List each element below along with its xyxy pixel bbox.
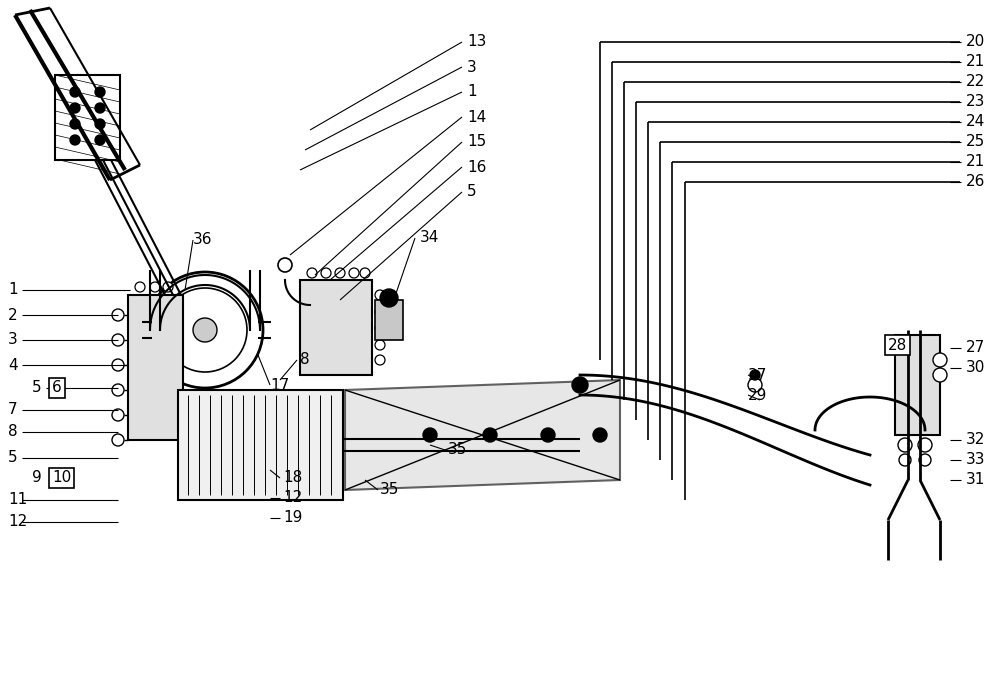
Text: 21: 21 [966, 154, 985, 169]
Text: 29: 29 [748, 388, 767, 403]
Circle shape [349, 268, 359, 278]
Text: 12: 12 [283, 490, 302, 505]
Circle shape [748, 378, 762, 392]
Circle shape [593, 428, 607, 442]
Circle shape [919, 454, 931, 466]
Circle shape [375, 307, 385, 317]
Circle shape [150, 282, 160, 292]
Circle shape [193, 318, 217, 342]
Circle shape [321, 268, 331, 278]
Text: 26: 26 [966, 175, 985, 190]
Text: 22: 22 [966, 75, 985, 90]
Text: 30: 30 [966, 360, 985, 375]
Text: 8: 8 [300, 352, 310, 367]
Circle shape [483, 428, 497, 442]
Circle shape [135, 282, 145, 292]
Text: 25: 25 [966, 135, 985, 150]
Circle shape [335, 268, 345, 278]
Text: 36: 36 [193, 233, 212, 248]
Circle shape [95, 119, 105, 129]
Circle shape [112, 334, 124, 346]
Circle shape [380, 289, 398, 307]
Circle shape [112, 309, 124, 321]
Text: 34: 34 [420, 231, 439, 245]
Text: 3: 3 [8, 333, 18, 347]
Text: 37: 37 [748, 367, 767, 382]
Circle shape [375, 323, 385, 333]
Text: 16: 16 [467, 160, 486, 175]
Text: 17: 17 [270, 377, 289, 392]
Text: 5: 5 [467, 184, 477, 199]
Circle shape [750, 370, 760, 380]
Bar [300, 280, 372, 375]
Circle shape [95, 135, 105, 145]
Circle shape [918, 438, 932, 452]
Circle shape [375, 355, 385, 365]
Polygon shape [55, 75, 120, 160]
Circle shape [933, 368, 947, 382]
Bar [178, 390, 343, 500]
Circle shape [112, 409, 124, 421]
Circle shape [112, 359, 124, 371]
Text: 33: 33 [966, 452, 986, 468]
Circle shape [70, 87, 80, 97]
Text: 5: 5 [32, 381, 42, 396]
Circle shape [112, 434, 124, 446]
Text: 35: 35 [380, 483, 399, 498]
Circle shape [360, 268, 370, 278]
Polygon shape [345, 380, 620, 490]
Text: 12: 12 [8, 515, 27, 530]
Text: 21: 21 [966, 54, 985, 69]
Text: 23: 23 [966, 95, 985, 109]
Circle shape [278, 258, 292, 272]
Text: 10: 10 [52, 471, 71, 486]
Text: 2: 2 [8, 307, 18, 322]
Text: 31: 31 [966, 473, 985, 488]
Circle shape [70, 135, 80, 145]
Text: 15: 15 [467, 135, 486, 150]
Circle shape [933, 353, 947, 367]
Text: 6: 6 [52, 381, 62, 396]
Text: 4: 4 [8, 358, 18, 373]
Bar [375, 300, 403, 340]
Circle shape [112, 384, 124, 396]
Text: 35: 35 [448, 443, 467, 458]
Bar [128, 295, 183, 440]
Circle shape [163, 282, 173, 292]
Text: 27: 27 [966, 341, 985, 356]
Circle shape [70, 119, 80, 129]
Circle shape [375, 340, 385, 350]
Circle shape [541, 428, 555, 442]
Circle shape [375, 290, 385, 300]
Text: 18: 18 [283, 471, 302, 486]
Circle shape [899, 454, 911, 466]
Text: 5: 5 [8, 450, 18, 466]
Text: 1: 1 [467, 84, 477, 99]
Text: 9: 9 [32, 471, 42, 486]
Text: 28: 28 [888, 337, 907, 352]
Circle shape [307, 268, 317, 278]
Text: 14: 14 [467, 109, 486, 124]
Text: 7: 7 [8, 403, 18, 418]
Bar [895, 335, 940, 435]
Circle shape [423, 428, 437, 442]
Circle shape [898, 438, 912, 452]
Text: 24: 24 [966, 114, 985, 129]
Text: 3: 3 [467, 60, 477, 75]
Text: 1: 1 [8, 282, 18, 298]
Circle shape [95, 87, 105, 97]
Circle shape [572, 377, 588, 393]
Text: 13: 13 [467, 35, 486, 50]
Text: 32: 32 [966, 432, 985, 447]
Text: 19: 19 [283, 511, 302, 526]
Text: 11: 11 [8, 492, 27, 507]
Text: 8: 8 [8, 424, 18, 439]
Circle shape [70, 103, 80, 113]
Circle shape [95, 103, 105, 113]
Text: 20: 20 [966, 35, 985, 50]
